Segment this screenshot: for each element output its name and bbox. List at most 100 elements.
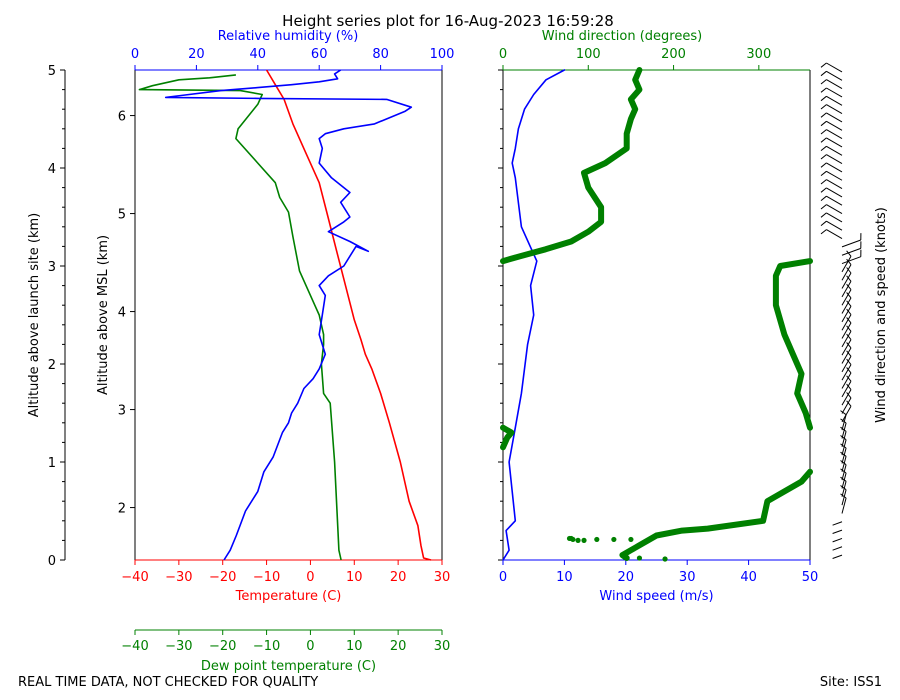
wind-barb [841,464,847,481]
launch-altitude-tick-label: 2 [48,358,56,373]
launch-altitude-tick-label: 4 [48,162,56,177]
dewpoint-tick-label: −30 [165,639,192,654]
wind-direction-tick-label: 0 [499,47,507,62]
msl-altitude-tick-label: 3 [118,404,126,419]
wind-direction-tick-label: 200 [661,47,686,62]
launch-altitude-tick-label: 3 [48,260,56,275]
launch-altitude-tick-label: 5 [48,64,56,79]
wind-barb-flag [820,79,827,85]
wind-barb [841,489,847,506]
wind-barb-flag [820,204,827,210]
wind-barb [841,331,852,348]
wind-barb [832,529,843,534]
wind-barb [826,212,843,223]
wind-barb-flag [846,383,852,390]
temperature-tick-label: 10 [346,570,363,585]
dewpoint-tick-label: −40 [121,639,148,654]
wind-speed-tick-label: 50 [802,570,819,585]
wind-barb-flag [820,112,827,118]
wind-barb [826,162,843,173]
launch-altitude-axis-label: Altitude above launch site (km) [27,213,42,417]
wind-barb-flag [840,451,847,457]
humidity-tick-label: 80 [372,47,389,62]
wind-direction-line [500,424,515,451]
wind-barb [826,154,843,165]
wind-barb [841,256,861,265]
humidity-tick-label: 60 [311,47,328,62]
wind-barb-flag [820,187,827,193]
wind-barb-flag [846,258,852,265]
wind-barb [832,546,843,551]
temperature-axis-label: Temperature (C) [235,589,342,604]
dewpoint-tick-label: 10 [346,639,363,654]
wind-barb-flag [840,435,847,441]
wind-barb [826,187,843,198]
wind-direction-point [566,535,573,542]
wind-barb-flag [820,195,827,201]
thermodynamic-panel: 0 1 2 3 4 5 Altitude above launch site (km) 2 3 4… [27,29,454,674]
wind-direction-line [500,67,643,265]
wind-barb [841,414,847,431]
wind-barb [841,497,847,514]
dewpoint-line [138,74,342,561]
wind-barb [841,281,852,298]
wind-barb-flag [820,229,827,235]
launch-altitude-tick-label: 0 [48,554,56,569]
wind-barb [841,481,847,497]
wind-barb-flag [820,62,827,68]
wind-direction-line [772,258,813,431]
wind-barb [841,364,852,381]
wind-barb-flag [846,267,852,274]
wind-speed-line [502,69,566,561]
wind-barb-axis-label: Wind direction and speed (knots) [874,207,889,423]
wind-barb-flag [820,87,827,93]
wind-barb [826,62,843,73]
humidity-axis-label: Relative humidity (%) [218,29,359,44]
temperature-tick-label: −20 [209,570,236,585]
wind-barb-flag [846,400,852,407]
wind-barb-flag [820,70,827,77]
wind-barb [826,179,843,190]
temperature-tick-label: −30 [165,570,192,585]
wind-barb [826,195,843,206]
dewpoint-tick-label: 30 [434,639,451,654]
wind-barb-flag [820,212,827,218]
wind-barb [826,95,843,106]
wind-barb [841,405,852,423]
wind-barb [826,129,843,140]
wind-barb [841,447,847,464]
wind-speed-tick-label: 40 [740,570,757,585]
wind-barb [826,145,843,156]
wind-direction-tick-label: 100 [576,47,601,62]
wind-barb-flag [840,460,847,466]
wind-barb-flag [820,179,827,185]
wind-direction-point [662,556,668,562]
footer-quality-note: REAL TIME DATA, NOT CHECKED FOR QUALITY [18,675,318,690]
temperature-line [265,69,432,561]
wind-barb-flag [840,418,847,424]
wind-barb-flag [840,426,847,432]
temperature-tick-label: 30 [434,570,451,585]
wind-barb [841,264,852,281]
wind-barb-flag [846,375,852,382]
wind-barb-flag [846,342,852,349]
wind-speed-tick-label: 10 [556,570,573,585]
chart-title: Height series plot for 16-Aug-2023 16:59… [282,12,614,30]
temperature-tick-label: 20 [390,570,407,585]
wind-barb [826,204,843,215]
humidity-tick-label: 0 [131,47,139,62]
wind-direction-point [611,536,617,543]
wind-barb [841,297,852,314]
wind-direction-axis-label: Wind direction (degrees) [542,29,702,44]
wind-barb [826,104,843,115]
wind-barb [841,397,852,414]
wind-barb-flag [846,350,852,357]
wind-barb-flag [840,485,847,491]
wind-barb [841,431,847,447]
wind-barb-flag [840,410,847,416]
temperature-tick-label: −40 [121,570,148,585]
wind-barb [841,256,852,273]
wind-barb-flag [820,162,827,168]
wind-barb [841,247,861,256]
